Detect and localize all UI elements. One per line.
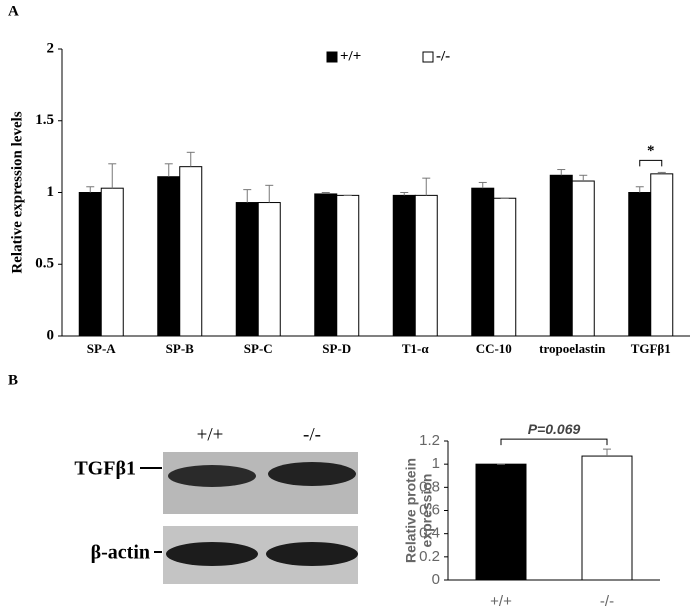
annotation: P=0.069 <box>528 421 581 437</box>
bar <box>336 194 360 337</box>
y-tick-label: 0.6 <box>419 501 440 518</box>
y-axis-title: Relative protein <box>403 458 419 563</box>
legend-label: -/- <box>436 48 450 64</box>
bar <box>549 174 573 337</box>
panel-label: B <box>8 372 18 388</box>
x-tick-label: SP-D <box>322 341 351 356</box>
bar <box>414 194 438 337</box>
row-label: β-actin <box>91 542 150 564</box>
bar <box>78 192 102 337</box>
y-axis-title: Relative expression levels <box>9 111 25 273</box>
x-tick-label: TGFβ1 <box>631 341 671 356</box>
x-tick-label: SP-A <box>87 341 117 356</box>
blot-band <box>168 465 256 487</box>
blot-band <box>268 462 356 486</box>
x-tick-label: CC-10 <box>476 341 512 356</box>
y-tick-label: 0.2 <box>419 548 440 565</box>
y-tick-label: 1 <box>47 184 55 200</box>
y-tick-label: 0.4 <box>419 525 440 542</box>
bar <box>235 202 259 337</box>
bar <box>581 455 633 581</box>
y-axis-title: expression <box>419 474 435 548</box>
bar <box>314 193 338 337</box>
lane-label: +/+ <box>197 424 224 445</box>
x-tick-label: T1-α <box>402 341 430 356</box>
y-tick-label: 1 <box>432 455 440 472</box>
y-tick-label: 2 <box>47 40 55 56</box>
y-tick-label: 0.8 <box>419 478 440 495</box>
x-tick-label: -/- <box>600 593 614 610</box>
annotation: * <box>647 143 655 159</box>
significance-bracket <box>639 159 663 167</box>
y-tick-label: 1.5 <box>35 112 54 128</box>
blot-band <box>166 542 258 566</box>
bar <box>257 202 281 337</box>
y-tick-label: 0 <box>47 327 55 343</box>
row-label: TGFβ1 <box>74 458 136 480</box>
legend-label: +/+ <box>340 48 361 64</box>
y-tick-label: 0.5 <box>35 256 54 272</box>
bar <box>571 180 595 337</box>
x-tick-label: SP-C <box>244 341 273 356</box>
blot-band <box>266 542 358 566</box>
bar <box>471 187 495 337</box>
x-tick-label: tropoelastin <box>539 341 606 356</box>
bar <box>392 194 416 337</box>
legend-swatch <box>422 51 434 63</box>
y-tick-label: 1.2 <box>419 432 440 449</box>
y-tick-label: 0 <box>432 571 440 588</box>
x-tick-label: +/+ <box>490 593 512 610</box>
bar <box>179 166 203 337</box>
bar <box>100 187 124 337</box>
significance-bracket <box>500 438 608 446</box>
x-tick-label: SP-B <box>166 341 195 356</box>
bar <box>650 173 674 337</box>
legend-swatch <box>326 51 338 63</box>
bar <box>157 176 181 337</box>
bar <box>628 192 652 337</box>
bar <box>493 197 517 337</box>
lane-label: -/- <box>303 424 321 445</box>
blot: +/+ -/- TGFβ1 β-actin <box>74 424 358 584</box>
panel-label: A <box>8 3 19 19</box>
bar <box>475 463 527 581</box>
